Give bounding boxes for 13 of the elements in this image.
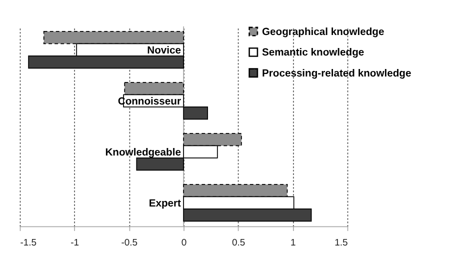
x-tick-label: -0.5 — [121, 238, 138, 249]
x-tick-label: 1.5 — [334, 238, 348, 249]
legend-label: Processing-related knowledge — [262, 68, 412, 80]
y-tick-label: Expert — [148, 198, 182, 210]
y-tick-label: Knowledgeable — [105, 147, 182, 158]
y-tick-label: Novice — [147, 45, 182, 56]
x-tick-label: -1.5 — [20, 238, 37, 249]
legend-label: Semantic knowledge — [262, 48, 364, 59]
x-tick-label: 0.5 — [232, 238, 246, 249]
x-tick-label: 1 — [290, 238, 296, 249]
x-tick-label: -1 — [70, 238, 80, 249]
x-tick-label: 0 — [181, 238, 187, 249]
legend-label: Geographical knowledge — [262, 26, 384, 38]
